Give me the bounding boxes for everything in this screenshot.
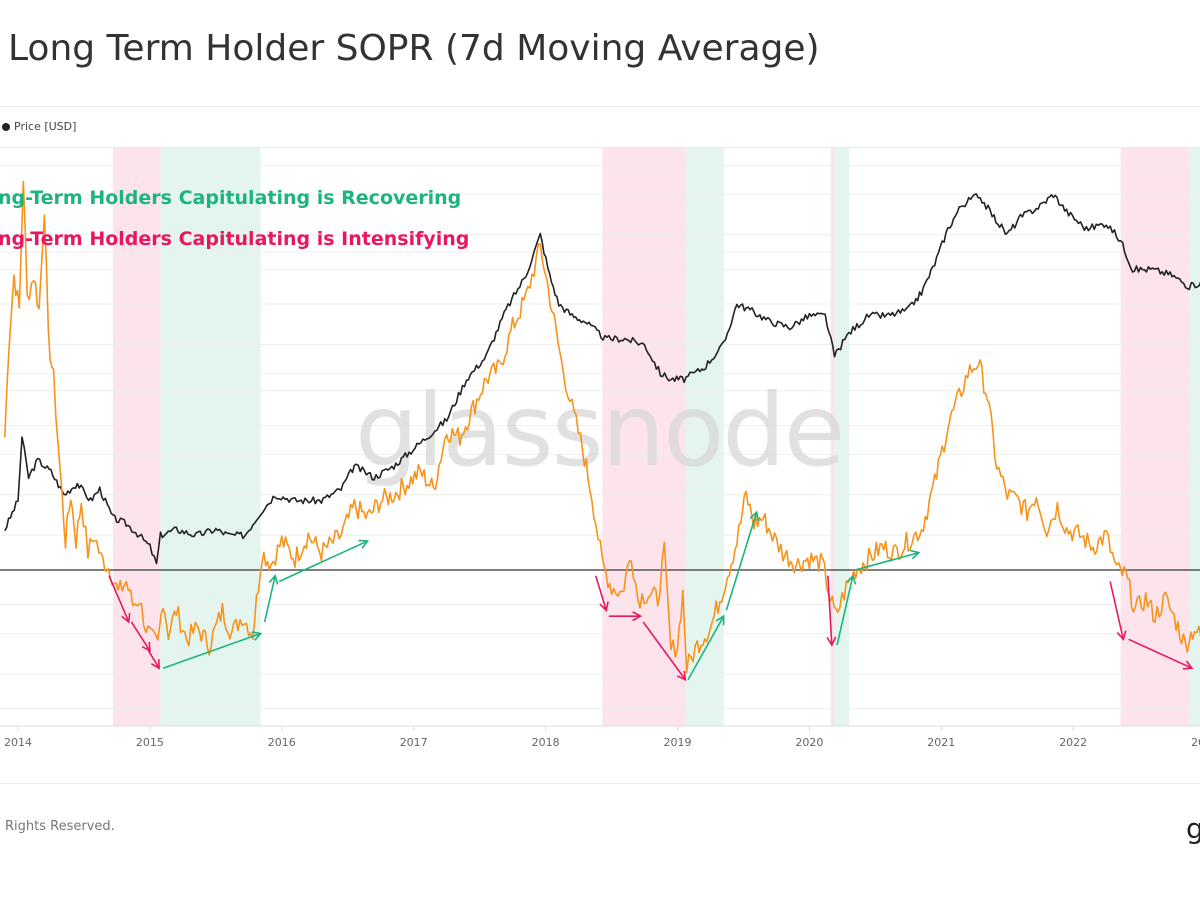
sopr-series-line [4,180,1200,674]
series-lines [4,180,1200,674]
arrow-head-icon [1116,630,1127,641]
arrow-intensifying [826,575,837,647]
footer-divider [0,783,1200,784]
arrow-head-icon [599,601,609,612]
arrow-head-icon [251,631,263,641]
arrow-shaft [725,511,758,611]
arrow-head-icon [676,670,687,682]
legend: Price [USD] [2,120,76,133]
arrow-head-icon [632,611,643,622]
arrow-recovering [725,510,760,611]
arrow-recovering [263,574,279,623]
annotation-arrows [108,510,1194,682]
arrow-recovering [836,574,857,646]
arrow-intensifying [594,575,609,612]
arrow-shaft [836,575,854,646]
band-recovering [160,148,261,726]
arrow-shaft [687,615,725,681]
legend-price-marker-icon [2,122,10,131]
arrow-head-icon [268,574,279,585]
band-recovering [834,148,849,726]
arrow-intensifying [108,575,131,624]
band-intensifying [830,148,835,726]
arrow-head-icon [1182,660,1194,670]
arrow-head-icon [715,614,725,626]
arrow-shaft [130,621,151,652]
arrow-recovering [162,631,263,669]
arrow-head-icon [909,549,921,560]
arrow-head-icon [150,659,161,670]
arrow-head-icon [358,539,370,549]
arrow-shaft [855,551,920,571]
arrow-intensifying [608,611,643,622]
arrow-shaft [594,575,608,611]
band-intensifying [1120,148,1190,726]
gridlines [0,164,1200,727]
arrow-shaft [827,575,833,646]
arrow-intensifying [642,621,687,682]
arrow-shaft [642,621,687,681]
annotation-recovering: ng-Term Holders Capitulating is Recoveri… [0,187,461,209]
x-tick-label: 2018 [532,736,560,749]
arrow-head-icon [141,641,151,653]
arrow-shaft [1109,581,1125,640]
arrow-recovering [687,614,725,681]
x-tick-label: 2017 [400,736,428,749]
copyright-text: Rights Reserved. [5,819,115,834]
arrow-shaft [108,575,130,623]
arrow-head-icon [846,574,857,585]
x-tick-label: 2015 [136,736,164,749]
x-tick-label: 2016 [268,736,296,749]
arrow-shaft [278,540,368,583]
x-tick-label: 2023 [1191,736,1200,749]
watermark: glassnode [355,372,843,489]
band-intensifying [602,148,686,726]
band-recovering [685,148,724,726]
arrow-head-icon [749,510,760,522]
arrow-recovering [278,539,370,583]
glassnode-logo: g [1186,812,1200,845]
arrow-head-icon [121,612,131,624]
arrow-shaft [162,632,261,669]
x-tick-label: 2020 [795,736,823,749]
x-tick-label: 2019 [664,736,692,749]
annotation-intensifying: ng-Term Holders Capitulating is Intensif… [0,228,469,250]
arrow-intensifying [1109,581,1127,641]
phase-bands [112,148,1200,726]
page-title: Long Term Holder SOPR (7d Moving Average… [8,28,820,69]
header-divider [0,106,1200,107]
legend-price-label[interactable]: Price [USD] [14,120,77,133]
arrow-intensifying [130,621,151,653]
arrow-intensifying [1128,638,1194,670]
price-series-line [4,193,1200,565]
x-axis: 2014 2015 2016 2017 2018 2019 2020 2021 2022 2023 [4,726,1200,749]
arrow-shaft [1128,638,1193,669]
arrow-shaft [147,650,160,669]
x-tick-label: 2022 [1059,736,1087,749]
x-tick-label: 2014 [4,736,32,749]
arrow-intensifying [147,650,161,670]
legend-divider [0,147,1200,148]
band-recovering [1189,148,1200,726]
arrow-shaft [263,575,276,623]
x-tick-label: 2021 [927,736,955,749]
arrow-head-icon [826,636,837,647]
arrow-recovering [855,549,921,571]
